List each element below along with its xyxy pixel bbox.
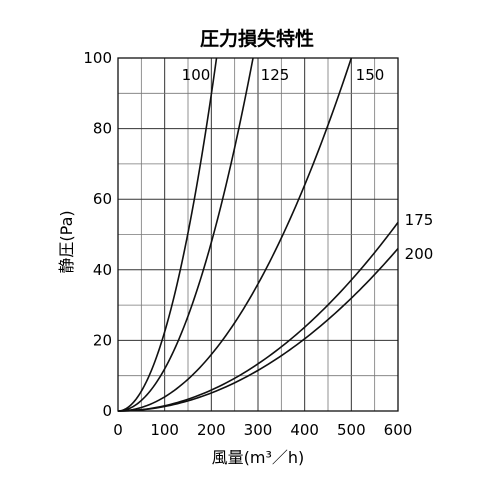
y-tick-label: 40 [93, 261, 112, 279]
x-tick-label: 0 [113, 421, 123, 439]
series-label-100: 100 [182, 66, 211, 84]
x-tick-label: 300 [244, 421, 273, 439]
y-tick-label: 60 [93, 190, 112, 208]
series-label-125: 125 [261, 66, 290, 84]
y-tick-label: 20 [93, 331, 112, 349]
x-tick-label: 500 [337, 421, 366, 439]
y-tick-label: 0 [102, 402, 112, 420]
series-curve-125 [117, 57, 254, 412]
y-axis-label: 静圧(Pa) [57, 210, 76, 273]
series-curve-100 [117, 57, 218, 412]
series-curves [117, 57, 399, 412]
y-tick-labels: 0 20 40 60 80 100 [83, 49, 112, 420]
y-tick-label: 100 [83, 49, 112, 67]
x-tick-label: 200 [197, 421, 226, 439]
series-curve-150 [117, 57, 353, 412]
series-labels: 100 125 150 175 200 [182, 66, 434, 263]
x-tick-label: 100 [150, 421, 179, 439]
grid-lines [118, 58, 398, 411]
x-tick-label: 400 [290, 421, 319, 439]
x-tick-labels: 0 100 200 300 400 500 600 [113, 421, 412, 439]
plot-frame [117, 57, 399, 412]
series-curve-200 [117, 247, 399, 412]
chart-title: 圧力損失特性 [200, 27, 314, 50]
x-tick-label: 600 [384, 421, 413, 439]
y-tick-label: 80 [93, 120, 112, 138]
series-label-175: 175 [405, 211, 434, 229]
series-label-200: 200 [405, 245, 434, 263]
x-axis-label: 風量(m³／h) [212, 448, 305, 467]
series-label-150: 150 [356, 66, 385, 84]
